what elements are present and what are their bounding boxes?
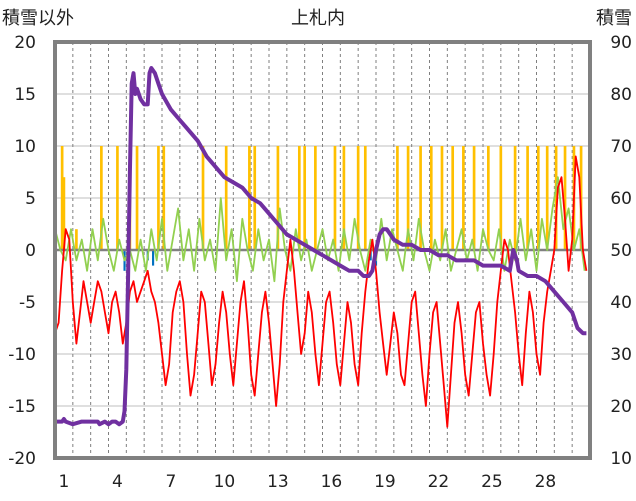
snowfall-bar (526, 146, 529, 250)
right-tick-label: 90 (610, 33, 632, 53)
left-tick-label: 5 (25, 189, 36, 209)
right-tick-label: 80 (610, 85, 632, 105)
snowfall-bar (396, 146, 399, 250)
snowfall-bar (563, 146, 567, 250)
snowfall-bar (314, 146, 317, 250)
x-tick-label: 10 (214, 472, 236, 492)
snowfall-bar (75, 229, 78, 250)
snowfall-bar (487, 146, 490, 250)
right-tick-label: 20 (610, 397, 632, 417)
left-axis-label: 積雪以外 (2, 8, 74, 29)
snowfall-bar (472, 146, 476, 250)
left-tick-label: -20 (8, 449, 36, 469)
snowfall-bar (224, 146, 228, 250)
left-tick-label: 20 (14, 33, 36, 53)
x-tick-label: 25 (481, 472, 503, 492)
right-axis-ticks: 90 80 70 60 50 40 30 20 10 (610, 33, 632, 469)
left-tick-label: 0 (25, 241, 36, 261)
snowfall-bar (62, 177, 66, 250)
snowfall-bar (363, 146, 367, 250)
x-tick-label: 13 (267, 472, 289, 492)
precipitation-bar (152, 250, 155, 266)
left-axis-ticks: 20 15 10 5 0 -5 -10 -15 -20 (8, 33, 36, 469)
x-tick-label: 7 (166, 472, 177, 492)
temperature-line (54, 155, 588, 428)
snowfall-bar (462, 146, 465, 250)
snowfall-bar (536, 146, 540, 250)
snowfall-bar (135, 146, 139, 250)
x-tick-label: 4 (112, 472, 123, 492)
snowfall-bar (60, 146, 64, 250)
left-tick-label: -15 (8, 397, 36, 417)
snowfall-bar (406, 146, 410, 250)
snowfall-bar (276, 146, 280, 250)
right-tick-label: 40 (610, 293, 632, 313)
snowfall-bar (451, 146, 455, 250)
x-tick-label: 1 (59, 472, 70, 492)
snowfall-bar (333, 146, 337, 250)
left-tick-label: 15 (14, 85, 36, 105)
snowfall-bar (356, 146, 360, 250)
snowfall-bar (545, 146, 549, 250)
snowfall-bar (303, 146, 307, 250)
x-tick-label: 19 (374, 472, 396, 492)
snowfall-bar (100, 146, 103, 250)
right-tick-label: 10 (610, 449, 632, 469)
snow_depth-line (55, 66, 587, 427)
snowfall-bar (116, 146, 119, 250)
snowfall-bar (342, 146, 346, 250)
x-axis-ticks: 1 4 7 10 13 16 19 22 25 28 (59, 472, 557, 492)
snowfall-bar (513, 146, 517, 250)
snowfall-bar (157, 146, 160, 250)
x-tick-label: 16 (321, 472, 343, 492)
right-tick-label: 70 (610, 137, 632, 157)
left-tick-label: -10 (8, 345, 36, 365)
left-tick-label: 10 (14, 137, 36, 157)
x-tick-label: 22 (428, 472, 450, 492)
snowfall-bar (201, 146, 205, 250)
snowfall-bar (440, 146, 444, 250)
chart-title: 上札内 (291, 8, 345, 29)
right-tick-label: 50 (610, 241, 632, 261)
series-lines (54, 66, 588, 428)
humidity-line (54, 176, 586, 283)
snowfall-bar (297, 146, 301, 250)
snowfall-bar (499, 146, 503, 250)
right-tick-label: 60 (610, 189, 632, 209)
left-tick-label: -5 (19, 293, 36, 313)
plot-frame (53, 40, 592, 460)
right-axis-label: 積雪 (596, 8, 632, 29)
snowfall-bar (162, 146, 166, 250)
snowfall-bar (554, 146, 558, 250)
right-tick-label: 30 (610, 345, 632, 365)
snowfall-bar (429, 146, 433, 250)
x-tick-label: 28 (535, 472, 557, 492)
snowfall-bar (419, 146, 422, 250)
